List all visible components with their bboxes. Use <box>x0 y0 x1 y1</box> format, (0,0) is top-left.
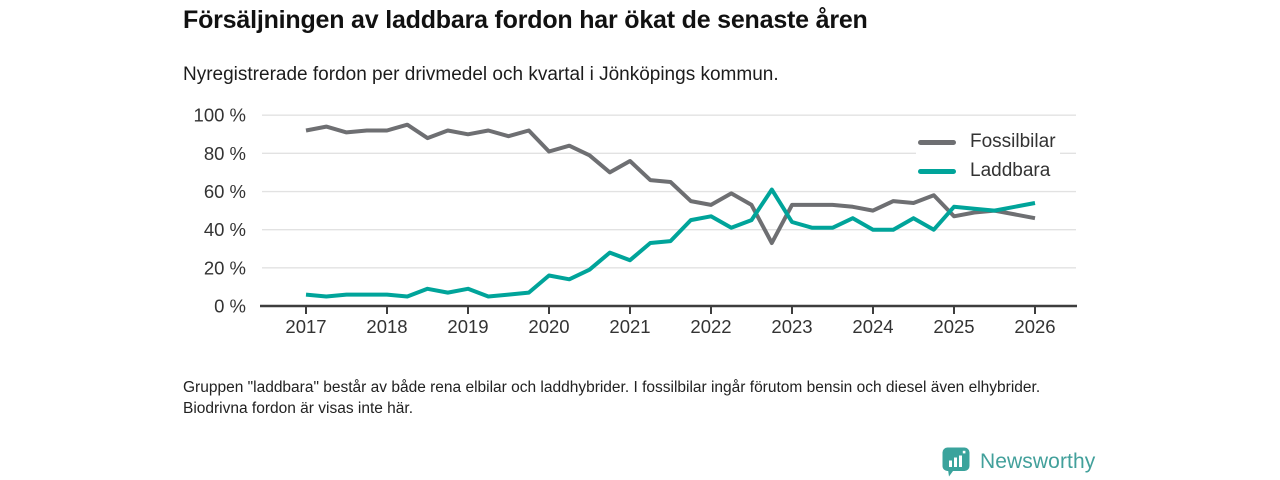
legend-item-laddbara: Laddbara <box>916 159 1060 183</box>
laddbara-line-swatch <box>918 168 956 174</box>
x-tick-label: 2019 <box>447 316 488 337</box>
y-tick-label: 0 % <box>214 296 246 317</box>
legend-label-laddbara: Laddbara <box>970 160 1051 181</box>
x-tick-label: 2025 <box>933 316 974 337</box>
x-tick-label: 2022 <box>690 316 731 337</box>
x-tick-label: 2018 <box>366 316 407 337</box>
chart-svg: 0 % 20 % 40 % 60 % 80 % 100 % 2017 2018 2019 2020… <box>194 105 1077 337</box>
x-tick-label: 2020 <box>528 316 569 337</box>
chart-legend: Fossilbilar Laddbara <box>916 130 1060 183</box>
legend-label-fossilbilar: Fossilbilar <box>970 131 1056 152</box>
x-tick-label: 2023 <box>771 316 812 337</box>
y-tick-label: 60 % <box>204 181 246 202</box>
chart-subtitle: Nyregistrerade fordon per drivmedel och … <box>183 64 779 85</box>
laddbara-line <box>305 187 1036 299</box>
newsworthy-logo-text: Newsworthy <box>980 450 1096 473</box>
bar-chart-speech-bubble-icon <box>942 447 970 477</box>
legend-item-fossilbilar: Fossilbilar <box>916 130 1060 154</box>
y-tick-label: 100 % <box>194 105 246 126</box>
fossilbilar-line <box>305 122 1036 245</box>
page-title: Försäljningen av laddbara fordon har öka… <box>183 6 868 34</box>
y-tick-label: 40 % <box>204 219 246 240</box>
x-tick-label: 2024 <box>852 316 893 337</box>
chart-footnote: Gruppen "laddbara" består av både rena e… <box>183 379 1041 417</box>
x-tick-label: 2017 <box>285 316 326 337</box>
newsworthy-logo[interactable]: Newsworthy <box>941 446 1095 478</box>
fossilbilar-line-swatch <box>918 139 956 145</box>
y-tick-label: 20 % <box>204 257 246 278</box>
x-tick-label: 2026 <box>1014 316 1055 337</box>
y-tick-label: 80 % <box>204 143 246 164</box>
x-tick-label: 2021 <box>609 316 650 337</box>
